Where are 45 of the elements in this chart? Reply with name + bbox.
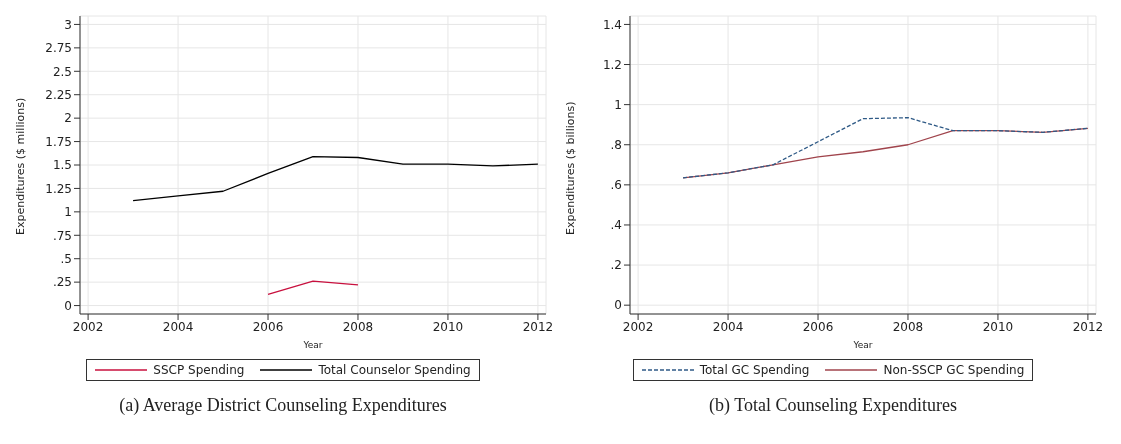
x-tick-label: 2010 xyxy=(432,319,464,334)
y-tick-label: .8 xyxy=(610,138,622,153)
y-tick-label: .5 xyxy=(60,251,72,266)
x-tick-label: 2008 xyxy=(342,319,374,334)
y-tick-label: 1 xyxy=(614,97,622,112)
x-tick-label: 2002 xyxy=(72,319,104,334)
x-tick-label: 2010 xyxy=(982,319,1014,334)
x-tick-label: 2012 xyxy=(522,319,554,334)
line-series xyxy=(682,117,1089,179)
x-axis-title: Year xyxy=(302,340,323,350)
y-tick-label: .2 xyxy=(610,258,622,273)
x-tick-label: 2004 xyxy=(712,319,744,334)
y-tick-label: .75 xyxy=(52,228,72,243)
x-tick-label: 2012 xyxy=(1072,319,1104,334)
x-tick-label: 2002 xyxy=(622,319,654,334)
y-axis-title: Expenditures ($ billions) xyxy=(563,101,577,235)
x-tick-label: 2004 xyxy=(162,319,194,334)
y-tick-label: 1.2 xyxy=(602,57,622,72)
y-tick-label: 2.75 xyxy=(45,41,72,56)
legend-label: SSCP Spending xyxy=(153,363,245,377)
x-axis-title: Year xyxy=(852,340,873,350)
text: (a) Average District Counseling Expenditures xyxy=(118,395,448,416)
y-tick-label: 1.25 xyxy=(45,181,72,196)
x-tick-label: 2006 xyxy=(802,319,834,334)
y-tick-label: 3 xyxy=(64,17,72,32)
y-tick-label: 1.75 xyxy=(45,134,72,149)
legend-label: Non-SSCP GC Spending xyxy=(883,363,1025,377)
y-tick-label: 2.5 xyxy=(52,64,72,79)
legend-label: Total Counselor Spending xyxy=(318,363,471,377)
y-tick-label: 0 xyxy=(614,298,622,313)
y-axis-title: Expenditures ($ millions) xyxy=(13,97,27,235)
y-tick-label: 1 xyxy=(64,205,72,220)
x-tick-label: 2008 xyxy=(892,319,924,334)
y-tick-label: .25 xyxy=(52,275,72,290)
y-tick-label: 0 xyxy=(64,298,72,313)
y-tick-label: 2 xyxy=(64,111,72,126)
y-tick-label: 2.25 xyxy=(45,87,72,102)
legend-label: Total GC Spending xyxy=(699,363,810,377)
text: (b) Total Counseling Expenditures xyxy=(708,395,958,416)
y-tick-label: 1.4 xyxy=(602,17,622,32)
y-tick-label: .6 xyxy=(610,178,622,193)
line-series xyxy=(132,155,539,202)
y-tick-label: 1.5 xyxy=(52,158,72,173)
x-tick-label: 2006 xyxy=(252,319,284,334)
y-tick-label: .4 xyxy=(610,218,622,233)
